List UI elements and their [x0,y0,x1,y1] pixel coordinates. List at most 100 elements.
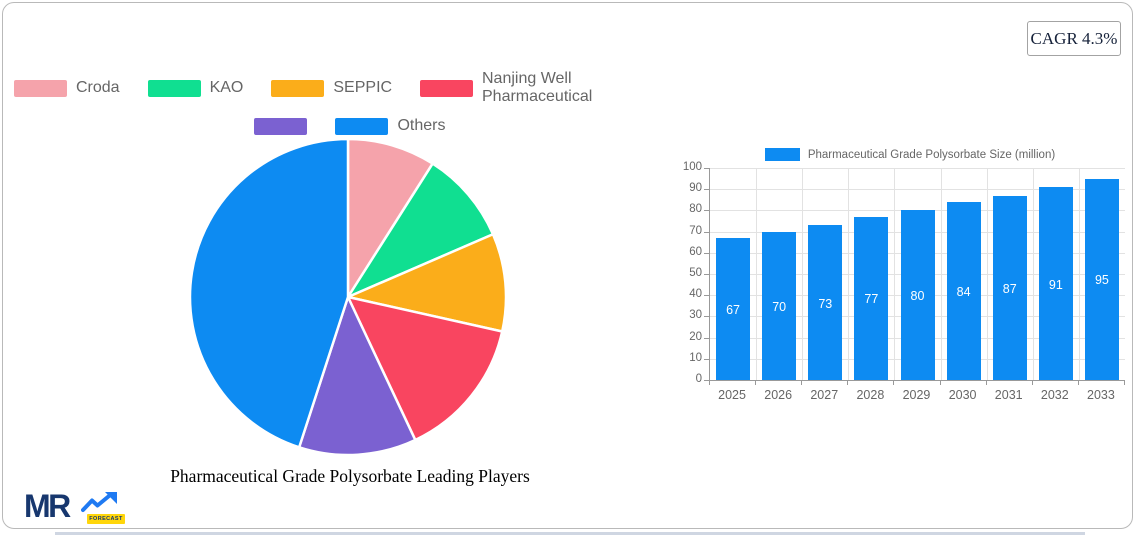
forecast-badge: FORECAST [87,514,125,524]
x-gridline [894,168,896,380]
pie-svg [188,137,508,457]
bar-2025: 67 [716,237,751,380]
x-gridline [986,168,988,380]
pie-slice [297,295,417,457]
legend-swatch [271,79,325,97]
y-tick-mark [704,380,709,381]
y-tick-mark [704,252,709,254]
pie-slice [346,233,508,333]
y-gridline [710,189,1125,191]
x-gridline [756,168,758,380]
legend-swatch [335,117,389,135]
legend-label: SEPPIC [333,79,393,96]
bottom-divider [55,532,1085,535]
bar-value-label: 70 [772,299,787,314]
x-gridline [802,168,804,380]
legend-label: Others [397,117,446,134]
bar-legend-label: Pharmaceutical Grade Polysorbate Size (m… [807,148,1056,161]
legend-item-croda: Croda [14,79,120,97]
x-tick-mark [893,380,895,385]
x-axis-label: 2032 [1040,388,1069,402]
x-axis-label: 2033 [1087,388,1115,402]
x-axis-label: 2031 [994,388,1023,402]
x-tick-mark [709,380,710,385]
y-axis-label: 20 [689,330,702,343]
bar-value-label: 91 [1048,277,1063,292]
legend-item-nanjing-well-pharmaceutical: Nanjing Well Pharmaceutical [420,70,686,106]
x-axis-label: 2028 [856,388,885,402]
bar-2029: 80 [900,210,935,380]
y-tick-mark [704,168,709,169]
x-gridline [848,168,850,380]
bar-value-label: 95 [1094,273,1109,288]
x-tick-mark [1031,380,1033,385]
x-axis-label: 2026 [764,388,793,402]
cagr-label: CAGR 4.3% [1030,28,1118,48]
bar-legend-swatch [764,148,800,161]
cagr-badge: CAGR 4.3% [1027,21,1121,56]
legend-swatch [14,79,67,97]
legend-item-others: Others [335,117,446,135]
x-axis-label: 2025 [718,388,746,402]
mr-forecast-logo: MR FORECAST [24,488,134,530]
bar-2026: 70 [762,231,797,380]
y-axis-label: 90 [689,182,702,195]
y-axis-label: 100 [682,161,702,173]
legend-item-seppic: SEPPIC [271,79,392,97]
x-axis-label: 2029 [902,388,931,402]
y-tick-mark [704,231,709,233]
y-tick-mark [704,358,709,360]
legend-row: Croda KAO SEPPIC Nanjing Well Pharmaceutica… [0,70,700,106]
bar-value-label: 73 [818,296,833,311]
legend-item-unnamed [254,117,308,135]
y-tick-mark [704,316,709,318]
logo-text: MR [24,488,71,524]
y-axis-label: 80 [689,203,702,216]
bar-value-label: 87 [1002,281,1017,296]
bar-2030: 84 [946,201,981,380]
x-tick-mark [755,380,757,385]
y-axis-label: 30 [689,309,702,322]
y-axis-label: 50 [689,267,702,279]
x-gridline [940,168,942,380]
legend-label: Croda [76,79,120,96]
bar-value-label: 67 [726,302,740,317]
bar-value-label: 77 [864,292,879,307]
legend-item-kao: KAO [147,79,244,97]
x-tick-mark [939,380,941,385]
y-axis-label: 0 [695,373,702,385]
pie-slice [346,295,504,442]
legend-label: KAO [209,79,244,96]
x-gridline [1078,168,1080,380]
x-gridline [1032,168,1034,380]
y-tick-mark [704,337,709,339]
x-tick-mark [801,380,803,385]
bar-value-label: 84 [956,284,971,299]
legend-swatch [420,79,473,97]
y-tick-mark [704,274,709,275]
x-tick-mark [985,380,987,385]
x-tick-mark [1077,380,1079,385]
pie-chart-title: Pharmaceutical Grade Polysorbate Leading… [170,466,530,486]
bar-2033: 95 [1084,178,1119,380]
pie-slice [346,162,495,299]
x-tick-mark [847,380,849,385]
pie-slice [188,137,350,449]
x-axis-label: 2027 [810,388,839,402]
y-gridline [710,168,1125,169]
bar-2032: 91 [1038,187,1073,380]
y-axis-label: 40 [689,288,702,301]
bar-chart-legend: Pharmaceutical Grade Polysorbate Size (m… [685,148,1135,161]
y-axis-label: 70 [689,224,702,237]
y-axis-label: 60 [689,245,702,258]
legend-label: Nanjing Well Pharmaceutical [482,70,593,105]
bar-2028: 77 [854,216,889,380]
y-tick-mark [704,295,709,297]
bar-plot-area: 67 70 73 77 80 84 87 91 95 [709,168,1125,381]
x-tick-mark [1124,380,1125,385]
legend-swatch [254,117,308,135]
y-tick-mark [704,189,709,191]
trend-arrow-icon [81,492,117,512]
x-axis-label: 2030 [948,388,977,402]
bar-2031: 87 [992,195,1027,380]
